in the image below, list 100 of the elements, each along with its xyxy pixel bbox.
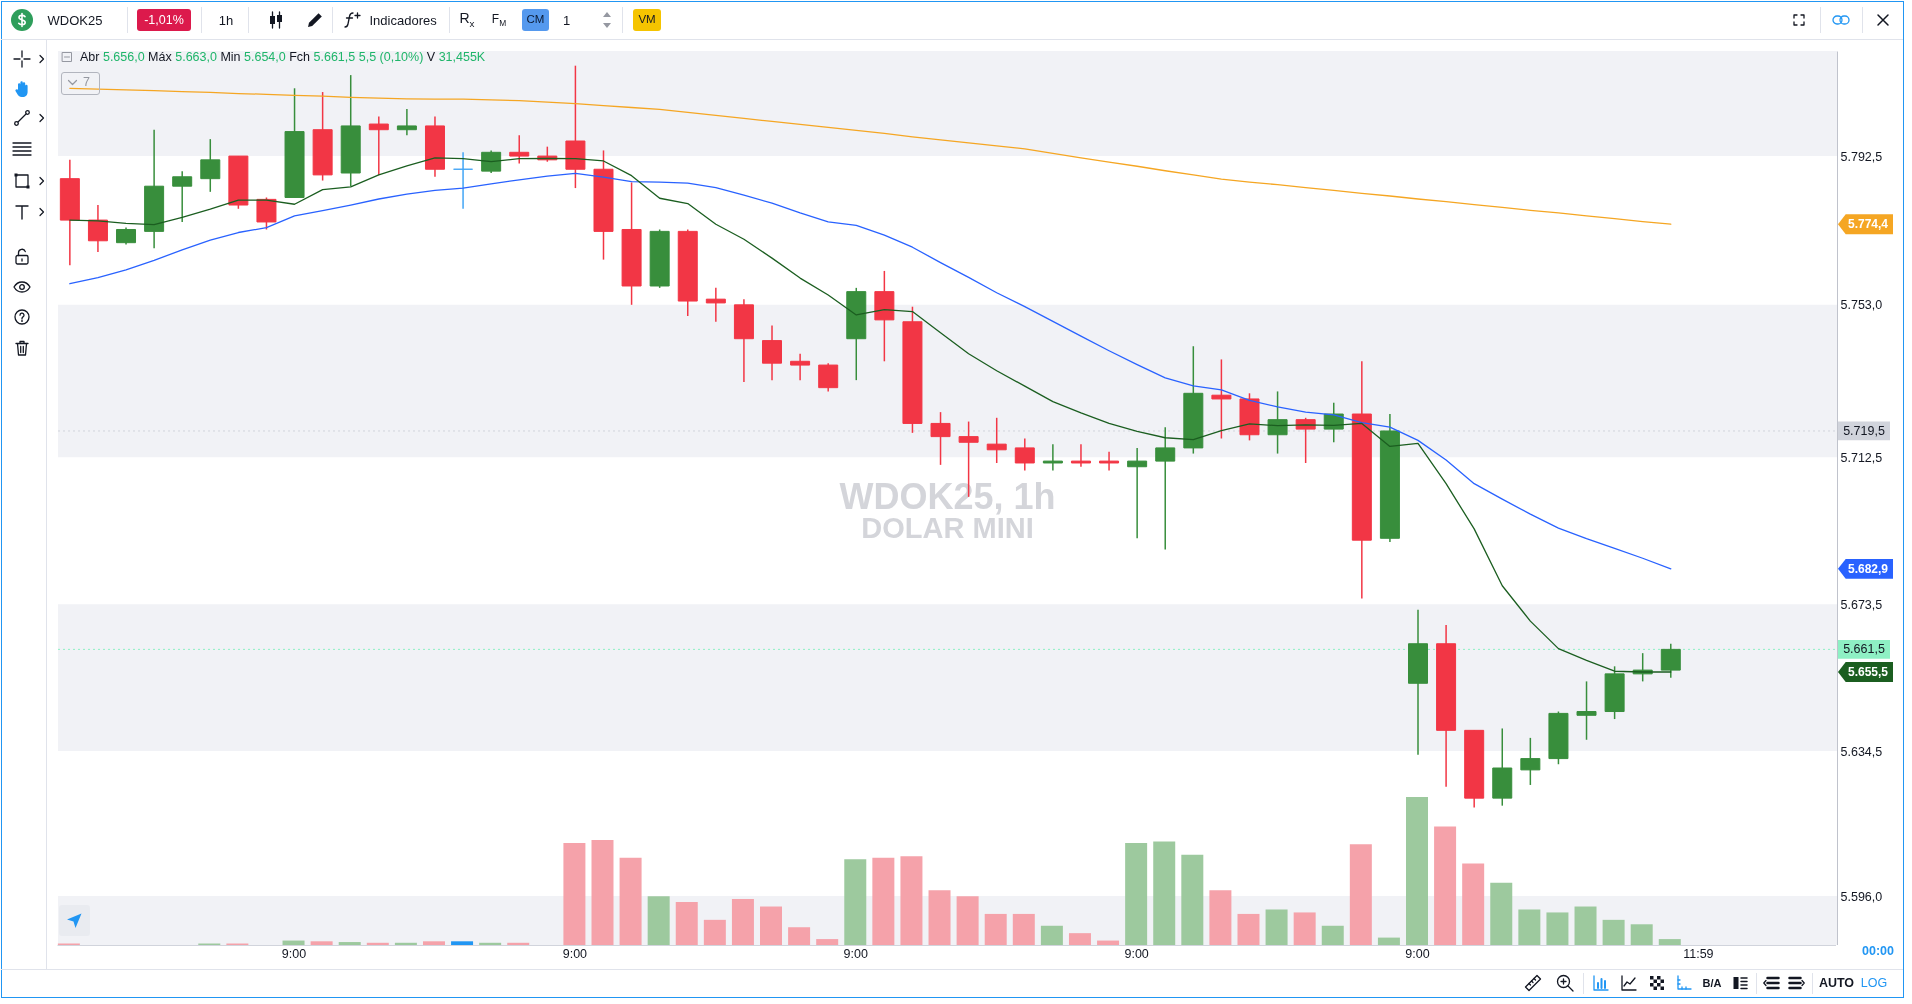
bar bbox=[675, 902, 698, 945]
bar bbox=[1574, 906, 1597, 945]
text: 1h bbox=[218, 12, 234, 27]
bar bbox=[451, 941, 474, 945]
y-tick-label: 5.596,0 bbox=[1840, 889, 1883, 904]
badge: VM bbox=[633, 9, 661, 31]
text: 00:00 bbox=[1862, 943, 1894, 958]
bar bbox=[338, 942, 361, 945]
bar bbox=[1462, 863, 1485, 945]
x-tick-label: 9:00 bbox=[1124, 946, 1149, 961]
bar bbox=[1040, 925, 1063, 945]
line-series bbox=[69, 172, 1672, 570]
bar bbox=[1068, 933, 1091, 945]
bar bbox=[1012, 913, 1035, 945]
text: R$_{x}$ bbox=[459, 9, 475, 29]
candlestick bbox=[1099, 450, 1120, 472]
bar bbox=[1293, 912, 1316, 945]
candlestick bbox=[986, 417, 1007, 464]
candlestick bbox=[200, 138, 221, 193]
bar bbox=[1490, 882, 1513, 945]
bar bbox=[1153, 841, 1176, 945]
bar bbox=[1658, 939, 1681, 945]
bar bbox=[928, 890, 951, 945]
text: 5.774,4 bbox=[1847, 217, 1889, 232]
x-tick-label: 9:00 bbox=[1405, 946, 1430, 961]
ref-line-label: 5.661,5 bbox=[1843, 642, 1885, 657]
candlestick bbox=[172, 170, 193, 223]
bar bbox=[1097, 940, 1120, 945]
candlestick bbox=[453, 151, 474, 210]
bar bbox=[1265, 909, 1288, 945]
text: 5.655,5 bbox=[1847, 664, 1889, 679]
text: B/A bbox=[1702, 976, 1722, 989]
bar bbox=[1125, 842, 1148, 945]
badge: -1,01% bbox=[137, 9, 191, 31]
candlestick bbox=[256, 196, 277, 231]
bar bbox=[619, 857, 642, 945]
bar bbox=[816, 939, 839, 945]
text: 5.682,9 bbox=[1847, 561, 1889, 576]
candlestick bbox=[396, 108, 417, 137]
x-tick-label: 9:00 bbox=[281, 946, 307, 961]
annotation: 7 bbox=[83, 74, 90, 89]
bar bbox=[956, 896, 979, 945]
bar bbox=[731, 899, 754, 945]
candlestick bbox=[1267, 390, 1288, 455]
bar bbox=[1181, 854, 1204, 945]
y-tick-label: 5.634,5 bbox=[1840, 744, 1883, 759]
candlestick bbox=[1660, 642, 1681, 679]
bar bbox=[872, 857, 895, 945]
text: AUTO bbox=[1818, 975, 1855, 990]
text: F$_{M}$ bbox=[491, 11, 507, 28]
bar bbox=[282, 940, 305, 945]
bar bbox=[703, 919, 726, 945]
bar bbox=[310, 941, 333, 945]
bar bbox=[1237, 913, 1260, 945]
candlestick bbox=[1014, 437, 1035, 472]
bar bbox=[984, 913, 1007, 945]
candlestick bbox=[790, 353, 811, 381]
y-tick-label: 5.712,5 bbox=[1840, 450, 1883, 465]
bar bbox=[366, 942, 389, 945]
bar bbox=[479, 942, 502, 945]
candlestick bbox=[1211, 358, 1232, 440]
bar bbox=[1518, 909, 1541, 945]
bar bbox=[788, 927, 811, 945]
candlestick bbox=[1576, 680, 1597, 741]
bar bbox=[1349, 844, 1372, 945]
x-tick-label: 9:00 bbox=[843, 946, 868, 961]
badge: CM bbox=[522, 9, 549, 31]
y-tick-label: 5.753,0 bbox=[1840, 298, 1883, 313]
text: Indicadores bbox=[369, 12, 437, 27]
candlestick bbox=[1070, 443, 1091, 468]
bar bbox=[647, 896, 670, 945]
y-tick-label: 5.792,5 bbox=[1840, 149, 1883, 164]
candlestick bbox=[762, 324, 783, 381]
candlestick bbox=[1127, 447, 1148, 540]
bar bbox=[1406, 797, 1429, 945]
candlestick bbox=[1155, 426, 1176, 551]
x-tick-label: 11:59 bbox=[1683, 946, 1714, 961]
candlestick bbox=[818, 362, 839, 393]
bar bbox=[1602, 919, 1625, 945]
text: LOG bbox=[1860, 975, 1888, 990]
bar bbox=[422, 941, 445, 945]
bar bbox=[394, 942, 417, 945]
bar bbox=[900, 856, 923, 945]
candlestick bbox=[1042, 443, 1063, 472]
candlestick bbox=[509, 134, 530, 165]
bar bbox=[760, 906, 783, 945]
candlestick bbox=[705, 287, 726, 323]
text: WDOK25 bbox=[47, 12, 103, 27]
bar bbox=[1321, 925, 1344, 945]
ref-line-label: 5.719,5 bbox=[1843, 423, 1885, 438]
x-tick-label: 9:00 bbox=[562, 946, 588, 961]
bar bbox=[563, 842, 586, 945]
candlestick bbox=[368, 115, 389, 176]
text: 1 bbox=[563, 12, 571, 27]
bar bbox=[591, 839, 614, 945]
bar bbox=[1546, 912, 1569, 945]
bar bbox=[1377, 937, 1400, 945]
candlestick bbox=[87, 204, 108, 253]
bar bbox=[507, 942, 530, 945]
candlestick bbox=[930, 411, 951, 466]
